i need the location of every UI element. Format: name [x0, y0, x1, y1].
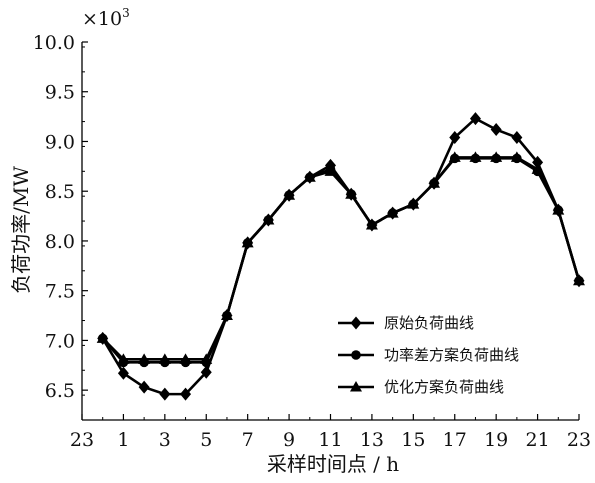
data-point: [283, 188, 295, 202]
data-point: [180, 357, 191, 368]
data-point: [160, 357, 170, 368]
y-tick-label: 8.5: [45, 181, 75, 203]
series-line: [101, 157, 581, 364]
data-point: [366, 218, 378, 232]
data-point: [97, 331, 109, 345]
data-point: [512, 153, 522, 164]
y-tick-label: 7.0: [45, 330, 75, 352]
data-point: [552, 203, 564, 217]
data-point: [117, 366, 129, 380]
data-point: [345, 187, 357, 201]
data-point: [407, 197, 419, 211]
series-layer: [96, 112, 585, 401]
data-point: [449, 153, 460, 164]
y-axis-multiplier: ×103: [82, 6, 130, 30]
data-point: [387, 206, 399, 220]
data-point: [262, 213, 274, 227]
data-point: [573, 274, 585, 288]
x-tick-label: 9: [283, 429, 295, 451]
series-diamond: [97, 112, 585, 401]
x-tick-label: 23: [70, 429, 94, 451]
legend-swatch-marker: [350, 381, 362, 392]
x-tick-label: 11: [318, 429, 342, 451]
data-point: [180, 387, 192, 401]
x-tick-label: 3: [159, 429, 171, 451]
legend-entry: 优化方案负荷曲线: [338, 378, 504, 396]
y-multiplier-exponent: 3: [122, 6, 130, 20]
data-point: [490, 123, 502, 137]
data-point: [470, 153, 481, 164]
data-point: [532, 155, 544, 169]
data-point: [221, 309, 233, 323]
axis-titles: 采样时间点 / h 负荷功率/MW ×103: [9, 6, 399, 476]
x-tick-label: 19: [484, 429, 508, 451]
data-point: [449, 130, 461, 144]
x-tick-label: 5: [200, 429, 212, 451]
data-point: [118, 357, 129, 368]
legend-label: 原始负荷曲线: [384, 314, 474, 332]
y-tick-label: 7.5: [45, 281, 75, 303]
data-point: [491, 153, 501, 164]
x-tick-label: 15: [401, 429, 425, 451]
data-point: [469, 112, 481, 126]
legend-label: 优化方案负荷曲线: [384, 378, 504, 396]
y-tick-label: 9.0: [45, 131, 75, 153]
data-point: [139, 357, 149, 368]
x-tick-label: 7: [242, 429, 254, 451]
y-tick-label: 8.0: [45, 231, 75, 253]
data-point: [304, 170, 316, 184]
data-point: [159, 387, 171, 401]
y-tick-label: 6.5: [45, 380, 75, 402]
y-axis-title: 负荷功率/MW: [9, 166, 33, 294]
data-point: [325, 158, 336, 172]
y-tick-label: 10.0: [33, 32, 75, 54]
data-point: [428, 176, 440, 190]
y-multiplier-base: ×10: [82, 8, 122, 30]
data-point: [242, 236, 254, 250]
y-tick-label: 9.5: [45, 82, 75, 104]
x-axis-title: 采样时间点 / h: [267, 452, 399, 476]
x-tick-label: 21: [525, 429, 549, 451]
legend-entry: 功率差方案负荷曲线: [338, 346, 519, 364]
x-tick-label: 1: [117, 429, 129, 451]
x-tick-label: 23: [567, 429, 591, 451]
axes-layer: 6.57.07.58.08.59.09.510.023 1 3 5 7 9 11 13 15 17…: [33, 32, 591, 451]
legend-entry: 原始负荷曲线: [338, 314, 474, 332]
series-circle: [97, 153, 584, 368]
data-point: [511, 130, 523, 144]
x-tick-label: 17: [443, 429, 467, 451]
data-point: [200, 365, 212, 379]
legend-swatch-marker: [350, 316, 362, 330]
data-point: [138, 380, 150, 394]
series-line: [101, 156, 581, 361]
x-tick-label: 13: [360, 429, 384, 451]
legend-swatch-marker: [351, 350, 361, 360]
legend-label: 功率差方案负荷曲线: [384, 346, 519, 364]
